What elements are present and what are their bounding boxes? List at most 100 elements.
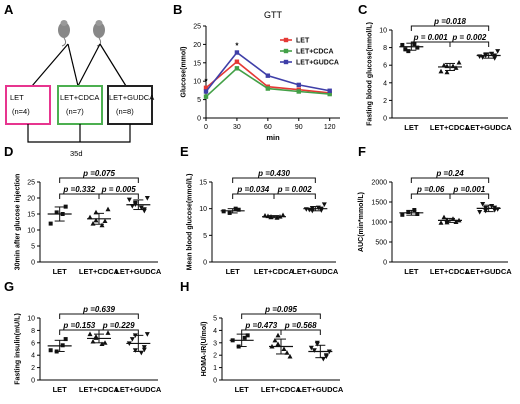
- data-point: [132, 348, 138, 353]
- p-value-label: p = 0.002: [277, 185, 313, 194]
- x-tick-label: 60: [264, 124, 272, 131]
- y-tick-label: 2: [31, 365, 35, 372]
- y-tick-label: 0: [203, 260, 207, 267]
- data-point: [105, 206, 111, 212]
- panel-label: C: [358, 2, 368, 17]
- data-point: [495, 49, 501, 54]
- p-value-label: p =0.095: [264, 305, 297, 314]
- chart-h: H 0 1 2 3 4 5 HOMA-IR(U/mol) LET LET+CDCALET+GUDC…: [180, 279, 344, 394]
- y-tick-label: 20: [193, 42, 201, 49]
- data-point: [99, 222, 105, 228]
- x-tick-label: 120: [324, 124, 336, 131]
- x-tick-label: LET+GUDCA: [292, 267, 339, 276]
- legend-marker: [283, 48, 289, 54]
- y-tick-label: 1: [213, 365, 217, 372]
- p-value-label: p =0.332: [62, 185, 95, 194]
- x-tick-label: 0: [204, 124, 208, 131]
- data-point: [438, 68, 444, 74]
- data-point: [412, 42, 417, 47]
- y-tick-label: 5: [31, 244, 35, 251]
- chart-title: GTT: [264, 10, 282, 20]
- x-tick-label: LET+CDCA: [79, 267, 120, 276]
- y-tick-label: 3: [213, 340, 217, 347]
- x-tick-label: LET+CDCA: [261, 385, 302, 394]
- p-value-label: p = 0.002: [451, 33, 487, 42]
- x-tick-label: LET+GUDCA: [466, 123, 513, 132]
- data-point: [144, 332, 150, 337]
- x-tick-label: LET: [53, 385, 68, 394]
- comparison-bracket: [241, 313, 321, 319]
- comparison-bracket: [449, 41, 490, 47]
- comparison-bracket: [410, 193, 451, 199]
- data-point: [308, 345, 314, 351]
- data-point: [99, 341, 105, 347]
- x-tick-label: LET+CDCA: [254, 267, 295, 276]
- data-point: [314, 340, 320, 346]
- chart-d: D 0 5 10 15 20 25 30min after glucose injection…: [4, 144, 162, 276]
- x-tick-label: LET+GUDCA: [466, 267, 513, 276]
- group-box-gudca: [107, 85, 153, 125]
- data-point: [48, 348, 53, 353]
- x-tick-label: LET+GUDCA: [115, 267, 162, 276]
- p-value-label: p =0.001: [452, 185, 485, 194]
- y-tick-label: 0: [31, 378, 35, 385]
- y-tick-label: 15: [27, 212, 35, 219]
- group-n-let: (n=4): [12, 107, 30, 116]
- data-point: [87, 214, 93, 220]
- comparison-bracket: [280, 329, 321, 335]
- data-point: [406, 210, 411, 214]
- data-point: [492, 56, 498, 61]
- group-n-cdca: (n=7): [66, 107, 84, 116]
- data-point: [105, 330, 111, 335]
- data-point: [400, 42, 405, 47]
- data-point: [441, 62, 447, 68]
- y-tick-label: 2: [213, 353, 217, 360]
- series-point: [327, 88, 332, 93]
- series-point: [327, 91, 332, 97]
- data-point: [281, 346, 287, 351]
- panel-label: F: [358, 144, 366, 159]
- data-point: [87, 331, 93, 337]
- data-point: [444, 69, 450, 75]
- data-point: [400, 212, 405, 217]
- chart-c: C 0 2 4 6 8 10 Fasting blood glucose(mmol/L) LET…: [358, 2, 512, 132]
- p-value-label: p =0.06: [416, 185, 445, 194]
- y-tick-label: 0: [383, 116, 387, 123]
- series-point: [296, 89, 301, 94]
- p-value-label: p =0.430: [257, 169, 290, 178]
- y-tick-label: 0: [197, 116, 201, 123]
- y-tick-label: 2000: [371, 180, 387, 187]
- chart-e: E 0 5 10 15 Mean blood glucose(mmol/L) LET LET+…: [180, 144, 339, 276]
- significance-star: *: [235, 41, 239, 50]
- y-tick-label: 20: [27, 196, 35, 203]
- data-point: [275, 332, 281, 338]
- comparison-bracket: [59, 177, 139, 183]
- y-tick-label: 1000: [371, 220, 387, 227]
- y-tick-label: 4: [31, 353, 35, 360]
- data-point: [280, 212, 286, 218]
- panel-a-label: A: [4, 2, 14, 17]
- comparison-bracket: [98, 329, 139, 335]
- y-tick-label: 10: [27, 316, 35, 323]
- y-axis-label: HOMA-IR(U/mol): [201, 322, 208, 377]
- x-tick-label: LET+GUDCA: [297, 385, 344, 394]
- data-point: [477, 210, 483, 215]
- x-tick-label: 30: [233, 124, 241, 131]
- y-tick-label: 500: [375, 240, 387, 247]
- p-value-label: p = 0.001: [413, 33, 449, 42]
- comparison-bracket: [232, 193, 275, 199]
- y-tick-label: 5: [213, 316, 217, 323]
- y-tick-label: 0: [383, 260, 387, 267]
- mouse-icon: [93, 20, 105, 47]
- y-tick-label: 25: [193, 24, 201, 31]
- x-tick-label: LET+GUDCA: [115, 385, 162, 394]
- series-point: [234, 59, 240, 64]
- comparison-bracket: [59, 193, 100, 199]
- group-n-gudca: (n=8): [116, 107, 134, 116]
- y-axis-label: AUC(min*mmol/L): [358, 192, 365, 252]
- data-point: [63, 204, 68, 209]
- data-point: [126, 197, 132, 203]
- data-point: [275, 341, 281, 347]
- p-value-label: p =0.568: [284, 321, 317, 330]
